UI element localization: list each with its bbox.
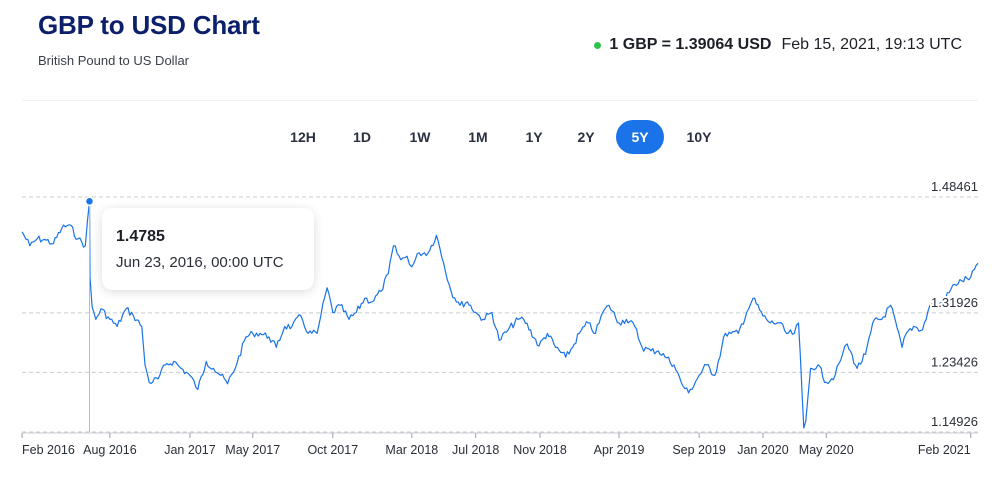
series-line xyxy=(21,200,979,429)
page-subtitle: British Pound to US Dollar xyxy=(38,53,190,68)
rate-value: 1 GBP = 1.39064 USD xyxy=(609,36,772,53)
x-tick-label: Jan 2017 xyxy=(164,443,215,457)
y-tick-label: 1.48461 xyxy=(931,179,978,194)
line-layer xyxy=(21,200,979,429)
y-tick-label: 1.23426 xyxy=(931,354,978,369)
x-tick-label: Sep 2019 xyxy=(672,443,726,457)
x-tick-label: Jan 2020 xyxy=(737,443,788,457)
x-tick-label: Feb 2016 xyxy=(22,443,75,457)
live-rate: 1 GBP = 1.39064 USD Feb 15, 2021, 19:13 … xyxy=(594,36,962,54)
range-button-1w[interactable]: 1W xyxy=(409,129,431,145)
x-tick-label: Feb 2021 xyxy=(918,443,971,457)
x-tick-label: May 2017 xyxy=(225,443,280,457)
highlight-point xyxy=(84,196,95,207)
x-tick-label: Aug 2016 xyxy=(83,443,137,457)
range-button-10y[interactable]: 10Y xyxy=(686,129,712,145)
range-button-5y[interactable]: 5Y xyxy=(616,120,664,154)
y-tick-label: 1.31926 xyxy=(931,295,978,310)
range-selector: 12H 1D 1W 1M 1Y 2Y 5Y 10Y xyxy=(0,120,1000,154)
header-divider xyxy=(22,100,978,101)
live-dot-icon xyxy=(594,41,602,49)
x-axis-labels: Feb 2016 Aug 2016 Jan 2017 May 2017 Oct 2017… xyxy=(21,433,972,457)
range-button-2y[interactable]: 2Y xyxy=(577,129,595,145)
y-axis-labels: 1.48461 1.31926 1.23426 1.14926 xyxy=(929,177,980,431)
x-tick-label: May 2020 xyxy=(799,443,854,457)
tooltip-value: 1.4785 xyxy=(116,228,165,245)
range-button-1m[interactable]: 1M xyxy=(468,129,488,145)
grid-layer xyxy=(22,196,978,434)
x-tick-label: Mar 2018 xyxy=(385,443,438,457)
x-tick-label: Oct 2017 xyxy=(307,443,358,457)
rate-timestamp: Feb 15, 2021, 19:13 UTC xyxy=(781,36,962,53)
range-button-1y[interactable]: 1Y xyxy=(525,129,543,145)
x-tick-label: Nov 2018 xyxy=(513,443,567,457)
chart-tooltip: 1.4785 Jun 23, 2016, 00:00 UTC xyxy=(102,208,314,290)
highlight-layer xyxy=(84,196,95,432)
page-title: GBP to USD Chart xyxy=(38,10,260,40)
range-button-1d[interactable]: 1D xyxy=(353,129,371,145)
tooltip-date: Jun 23, 2016, 00:00 UTC xyxy=(116,254,284,271)
x-tick-label: Apr 2019 xyxy=(594,443,645,457)
x-tick-label: Jul 2018 xyxy=(452,443,499,457)
y-tick-label: 1.14926 xyxy=(931,414,978,429)
range-button-12h[interactable]: 12H xyxy=(290,129,316,145)
